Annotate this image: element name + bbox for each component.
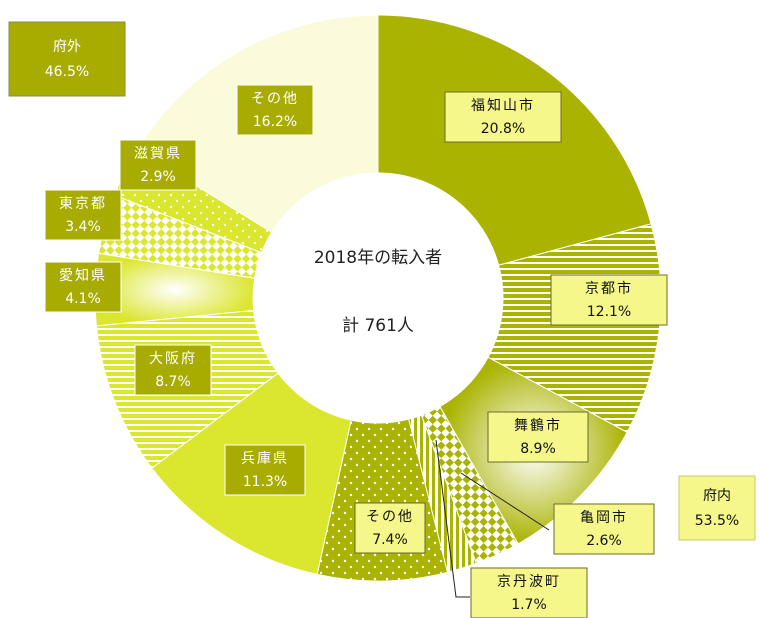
label-box [134, 344, 212, 396]
category-label: 東京都 [59, 196, 107, 212]
category-label: その他 [251, 91, 299, 107]
slices [94, 14, 662, 582]
label-box [487, 411, 589, 463]
group-name: 府外 [53, 39, 81, 55]
category-label: 愛知県 [59, 267, 107, 284]
label-box [236, 84, 314, 136]
label-box [444, 91, 562, 143]
category-label: 舞鶴市 [514, 417, 562, 434]
group-value: 46.5% [45, 64, 89, 80]
category-label: 亀岡市 [580, 509, 628, 526]
category-label: 京丹波町 [497, 574, 561, 590]
label-box [470, 567, 588, 618]
category-label: 福知山市 [471, 97, 535, 114]
label-box [224, 444, 306, 496]
label-box [553, 503, 655, 555]
value-label: 8.9% [520, 441, 556, 457]
group-box [678, 475, 756, 541]
group-name: 府内 [703, 488, 731, 504]
category-label: 大阪府 [149, 351, 197, 367]
value-label: 2.6% [586, 533, 622, 549]
label-box [44, 189, 122, 241]
label-box [119, 139, 197, 191]
label-box [550, 274, 668, 326]
group-box [8, 21, 126, 97]
center-title: 2018年の転入者 [314, 248, 442, 268]
category-label: 兵庫県 [241, 450, 289, 467]
value-label: 11.3% [243, 474, 287, 490]
value-label: 8.7% [155, 374, 191, 390]
value-label: 20.8% [481, 121, 525, 137]
value-label: 4.1% [65, 291, 101, 307]
leader-line [435, 439, 470, 598]
group-value: 53.5% [695, 513, 739, 529]
category-label: 京都市 [585, 280, 633, 297]
label-box [44, 261, 122, 313]
label-box [354, 502, 426, 554]
value-label: 12.1% [587, 304, 631, 320]
leader-line [460, 472, 550, 531]
category-label: 滋賀県 [134, 146, 182, 162]
value-label: 16.2% [253, 114, 297, 130]
value-label: 7.4% [372, 532, 408, 548]
center-total: 計 761人 [342, 316, 414, 336]
value-label: 2.9% [140, 169, 176, 185]
value-label: 1.7% [511, 597, 547, 613]
value-label: 3.4% [65, 219, 101, 235]
category-label: その他 [366, 509, 414, 525]
